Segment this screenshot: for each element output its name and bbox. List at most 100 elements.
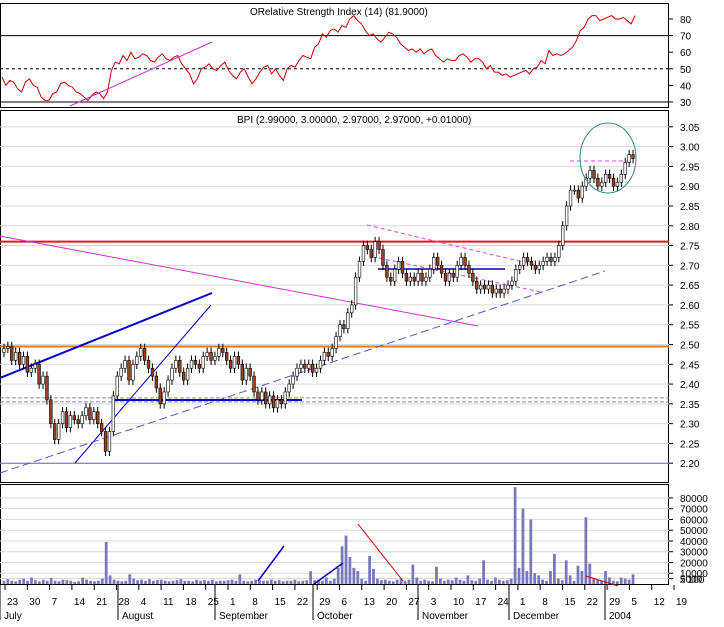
volume-bar	[104, 542, 108, 584]
candle-down	[64, 411, 69, 428]
candle-down	[389, 276, 393, 282]
volume-bar	[568, 575, 572, 584]
date-tick-label: 7	[52, 597, 58, 608]
candle-up	[111, 395, 116, 432]
candle-down	[271, 395, 276, 409]
volume-bar	[313, 580, 316, 584]
volume-bar	[627, 579, 631, 584]
volume-trendline-2	[313, 562, 344, 585]
volume-bar	[529, 519, 533, 584]
candle-up	[166, 379, 170, 393]
candle-up	[41, 375, 45, 385]
volume-bar	[89, 580, 92, 584]
volume-bar	[128, 574, 132, 584]
volume-bar	[269, 579, 273, 584]
rsi-tick-label: 80	[680, 15, 692, 26]
candle-down	[631, 154, 635, 159]
candle-down	[236, 356, 241, 365]
candle-down	[158, 387, 162, 405]
candle-down	[412, 276, 416, 282]
candle-down	[142, 348, 147, 361]
price-tick-label: 2.45	[680, 360, 700, 371]
volume-bar	[163, 580, 167, 584]
volume-bar	[155, 580, 159, 584]
volume-tick-label: 30000	[680, 548, 708, 559]
price-title: BPI (2.99000, 3.00000, 2.97000, 2.97000,…	[237, 115, 471, 126]
rsi-tick-label: 40	[680, 81, 692, 92]
volume-bar	[619, 577, 623, 584]
volume-bar	[517, 567, 521, 584]
volume-bar	[494, 577, 497, 584]
volume-bar	[470, 580, 474, 584]
volume-bar	[478, 578, 482, 584]
date-tick-label: 1	[230, 597, 236, 608]
candle-down	[182, 371, 186, 381]
candle-down	[342, 324, 346, 329]
candle-down	[88, 407, 92, 420]
candle-up	[373, 241, 377, 258]
price-tick-label: 2.50	[680, 340, 700, 351]
volume-bar	[144, 580, 147, 584]
volume-bar	[289, 580, 293, 584]
volume-bar	[273, 580, 277, 584]
date-tick-label: 28	[119, 597, 131, 608]
candle-down	[72, 415, 76, 420]
candle-down	[228, 360, 233, 369]
volume-bar	[167, 581, 171, 584]
volume-bar	[266, 580, 269, 584]
candle-up	[537, 265, 541, 270]
rsi-tick-label: 70	[680, 32, 692, 43]
volume-bar	[446, 579, 450, 584]
price-tick-label: 2.25	[680, 439, 700, 450]
candle-down	[381, 249, 385, 266]
candle-down	[76, 419, 80, 424]
candle-up	[478, 284, 483, 290]
candle-down	[596, 177, 600, 187]
blue-thin-uptrend-line	[74, 304, 212, 464]
volume-bar	[462, 580, 466, 584]
volume-bar	[321, 580, 324, 584]
candle-up	[557, 245, 561, 258]
volume-trendline-4	[585, 575, 619, 587]
month-label: December	[513, 611, 560, 622]
volume-bar	[505, 580, 509, 584]
volume-bar	[340, 546, 344, 584]
candle-up	[314, 367, 319, 373]
volume-bar	[435, 566, 438, 584]
date-tick-label: 17	[475, 597, 487, 608]
volume-tick-label: 10000	[680, 569, 708, 580]
date-tick-label: 22	[297, 597, 309, 608]
candle-down	[103, 431, 108, 452]
volume-bar	[187, 580, 191, 584]
candle-up	[60, 411, 65, 424]
volume-bar	[376, 578, 379, 584]
candle-down	[45, 375, 49, 401]
volume-bar	[383, 579, 387, 584]
candle-up	[521, 257, 526, 266]
candle-down	[326, 352, 330, 357]
candle-down	[17, 352, 22, 365]
volume-bar	[116, 580, 120, 584]
candle-up	[432, 257, 436, 270]
candle-up	[217, 348, 221, 357]
candle-down	[404, 272, 409, 282]
volume-bar	[285, 580, 289, 584]
volume-bar	[454, 577, 458, 584]
date-tick-label: 27	[408, 597, 420, 608]
date-tick-label: 23	[7, 597, 19, 608]
candle-up	[185, 367, 190, 381]
volume-bar	[77, 581, 81, 584]
candle-up	[357, 261, 362, 278]
date-tick-label: 14	[74, 597, 86, 608]
volume-bar	[81, 577, 84, 584]
candle-up	[580, 185, 584, 199]
volume-bar	[509, 578, 513, 584]
candle-up	[33, 363, 37, 369]
candle-up	[334, 336, 338, 349]
volume-bar	[37, 581, 41, 584]
volume-tick-label: 80000	[680, 494, 708, 505]
volume-bar	[317, 579, 320, 584]
candle-up	[506, 284, 510, 290]
rsi-panel-frame	[0, 3, 669, 108]
